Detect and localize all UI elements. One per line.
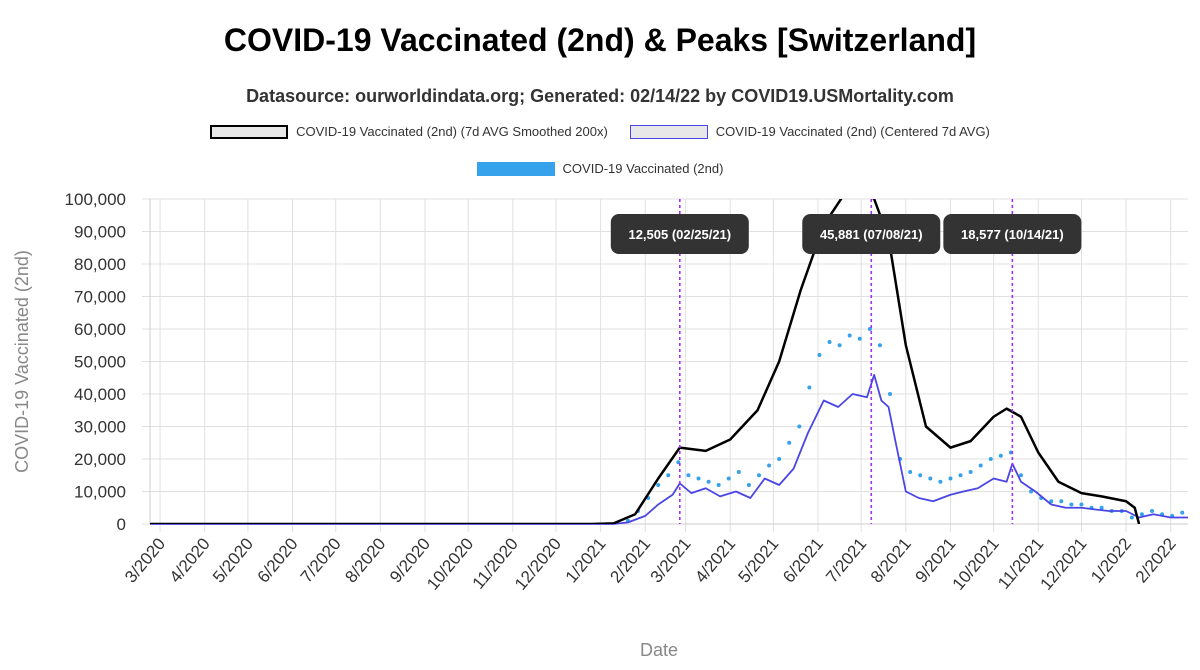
y-tick-label: 90,000 bbox=[74, 223, 126, 242]
raw-point bbox=[656, 483, 661, 487]
raw-point bbox=[938, 479, 943, 484]
raw-point bbox=[696, 476, 701, 481]
legend-label-smoothed: COVID-19 Vaccinated (2nd) (7d AVG Smooth… bbox=[296, 124, 608, 139]
x-tick-label: 7/2020 bbox=[297, 534, 345, 586]
y-axis-title: COVID-19 Vaccinated (2nd) bbox=[12, 250, 32, 473]
x-tick-label: 3/2020 bbox=[121, 534, 169, 586]
raw-point bbox=[817, 353, 822, 357]
x-tick-label: 2/2022 bbox=[1132, 534, 1180, 586]
chart-subtitle: Datasource: ourworldindata.org; Generate… bbox=[246, 86, 954, 106]
legend-label-centered: COVID-19 Vaccinated (2nd) (Centered 7d A… bbox=[715, 124, 990, 139]
raw-point bbox=[1129, 515, 1134, 520]
legend-swatch-centered bbox=[629, 124, 708, 139]
legend-label-raw: COVID-19 Vaccinated (2nd) bbox=[562, 161, 724, 176]
y-tick-label: 80,000 bbox=[74, 255, 126, 274]
legend-swatch-smoothed bbox=[210, 124, 289, 139]
raw-point bbox=[797, 424, 802, 429]
raw-point bbox=[978, 463, 983, 468]
raw-point bbox=[756, 473, 761, 478]
legend-item-raw[interactable]: COVID-19 Vaccinated (2nd) bbox=[476, 161, 724, 176]
raw-point bbox=[887, 392, 892, 396]
peak-label: 18,577 (10/14/21) bbox=[961, 227, 1064, 242]
raw-point bbox=[928, 476, 933, 481]
y-tick-label: 10,000 bbox=[74, 483, 126, 502]
x-tick-label: 1/2022 bbox=[1087, 534, 1135, 586]
y-tick-label: 40,000 bbox=[74, 385, 126, 404]
x-tick-label: 6/2021 bbox=[779, 534, 827, 586]
peak-label: 45,881 (07/08/21) bbox=[820, 227, 923, 242]
raw-point bbox=[988, 457, 993, 461]
raw-point bbox=[736, 470, 741, 474]
raw-point bbox=[908, 470, 913, 474]
y-tick-label: 100,000 bbox=[65, 190, 126, 209]
raw-point bbox=[968, 470, 973, 474]
raw-point bbox=[1180, 510, 1185, 515]
raw-point bbox=[1018, 473, 1023, 478]
raw-point bbox=[837, 343, 842, 348]
peak-label-box bbox=[610, 214, 749, 254]
raw-point bbox=[1079, 502, 1084, 507]
y-tick-label: 0 bbox=[117, 515, 126, 534]
raw-point bbox=[716, 483, 721, 487]
x-tick-label: 2/2021 bbox=[606, 534, 654, 586]
x-tick-label: 8/2021 bbox=[867, 534, 915, 586]
centered-avg-line bbox=[150, 373, 1188, 525]
raw-point bbox=[666, 473, 671, 478]
raw-point bbox=[948, 476, 953, 481]
y-tick-label: 20,000 bbox=[74, 450, 126, 469]
peak-label: 12,505 (02/25/21) bbox=[628, 227, 731, 242]
raw-point bbox=[726, 476, 731, 481]
x-tick-label: 1/2021 bbox=[562, 534, 610, 586]
peak-label-box bbox=[943, 214, 1082, 254]
raw-point bbox=[877, 343, 882, 348]
raw-point bbox=[1049, 499, 1054, 504]
y-tick-label: 50,000 bbox=[74, 353, 126, 372]
legend-swatch-raw bbox=[476, 161, 555, 176]
raw-point bbox=[807, 385, 812, 390]
y-tick-label: 30,000 bbox=[74, 418, 126, 437]
raw-point bbox=[1069, 502, 1074, 507]
x-tick-label: 12/2020 bbox=[511, 534, 565, 593]
raw-point bbox=[1139, 512, 1144, 517]
legend-item-centered[interactable]: COVID-19 Vaccinated (2nd) (Centered 7d A… bbox=[629, 124, 990, 139]
raw-point bbox=[777, 457, 782, 461]
x-tick-label: 5/2021 bbox=[734, 534, 782, 586]
y-tick-label: 60,000 bbox=[74, 320, 126, 339]
raw-point bbox=[827, 340, 832, 344]
raw-point bbox=[706, 479, 711, 484]
x-tick-label: 10/2021 bbox=[949, 534, 1003, 593]
raw-point bbox=[918, 473, 923, 478]
x-tick-label: 7/2021 bbox=[822, 534, 870, 586]
x-tick-label: 3/2021 bbox=[647, 534, 695, 586]
x-tick-label: 10/2020 bbox=[423, 534, 477, 593]
raw-point bbox=[787, 440, 792, 445]
raw-point bbox=[998, 453, 1003, 458]
raw-point bbox=[958, 473, 963, 478]
legend-item-smoothed[interactable]: COVID-19 Vaccinated (2nd) (7d AVG Smooth… bbox=[210, 124, 608, 139]
raw-point bbox=[1059, 499, 1064, 504]
x-tick-label: 5/2020 bbox=[209, 534, 257, 586]
x-tick-label: 4/2021 bbox=[691, 534, 739, 586]
chart-title: COVID-19 Vaccinated (2nd) & Peaks [Switz… bbox=[223, 22, 977, 58]
raw-point bbox=[847, 333, 852, 338]
raw-point bbox=[767, 463, 772, 468]
raw-point bbox=[1029, 489, 1034, 494]
raw-point bbox=[1099, 505, 1104, 510]
raw-point bbox=[857, 336, 862, 341]
y-tick-label: 70,000 bbox=[74, 288, 126, 307]
peak-label-box bbox=[802, 214, 941, 254]
x-axis-title: Date bbox=[640, 640, 678, 660]
x-tick-label: 12/2021 bbox=[1036, 534, 1090, 593]
legend: COVID-19 Vaccinated (2nd) (7d AVG Smooth… bbox=[0, 124, 1200, 139]
raw-point bbox=[1150, 509, 1155, 513]
raw-point bbox=[686, 473, 691, 478]
x-tick-label: 4/2020 bbox=[166, 534, 214, 586]
x-tick-label: 8/2020 bbox=[341, 534, 389, 586]
raw-point bbox=[746, 483, 751, 487]
legend-row-2: COVID-19 Vaccinated (2nd) bbox=[0, 161, 1200, 176]
x-tick-label: 6/2020 bbox=[254, 534, 302, 586]
